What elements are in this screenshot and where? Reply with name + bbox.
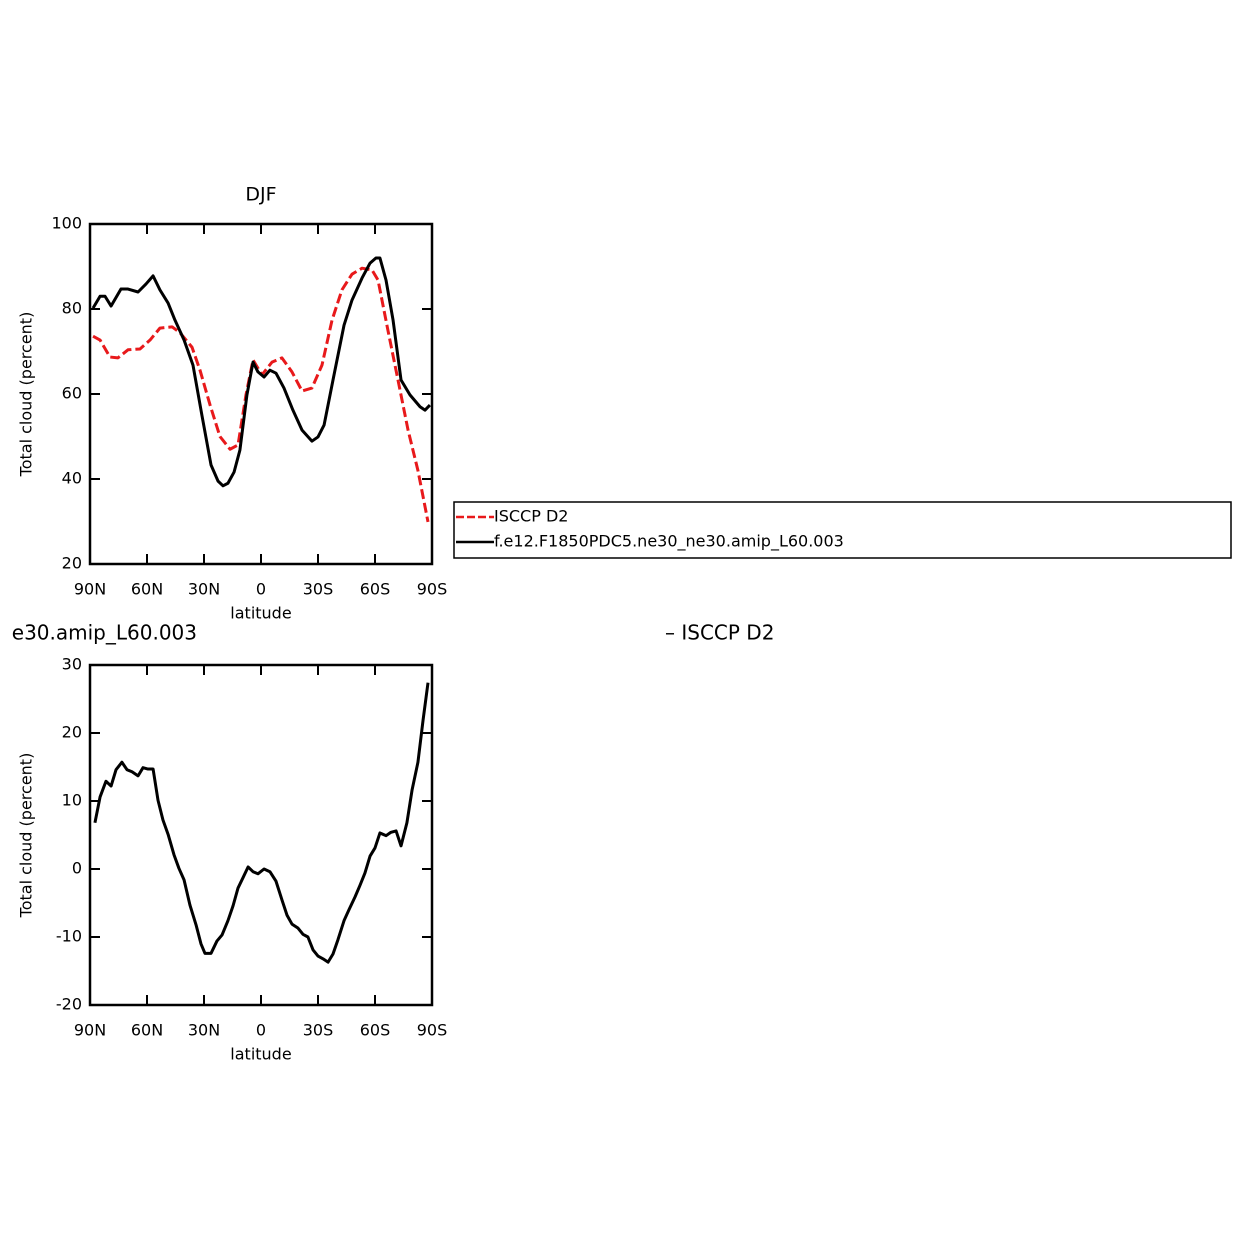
x-tick-label: 30N <box>188 580 220 599</box>
data-line <box>92 266 430 523</box>
x-axis-label: latitude <box>230 604 291 623</box>
x-tick-label: 90S <box>417 1021 448 1040</box>
x-tick-label: 30S <box>303 1021 334 1040</box>
y-tick-label: 10 <box>62 791 82 810</box>
x-tick-label: 30N <box>188 1021 220 1040</box>
x-tick-label: 60S <box>360 1021 391 1040</box>
y-tick-label: 100 <box>51 214 82 233</box>
y-axis-label: Total cloud (percent) <box>17 753 36 919</box>
x-tick-label: 90N <box>74 580 106 599</box>
y-tick-label: 20 <box>62 723 82 742</box>
y-tick-label: 20 <box>62 554 82 573</box>
x-tick-label: 90S <box>417 580 448 599</box>
x-axis-label: latitude <box>230 1045 291 1064</box>
x-tick-label: 0 <box>256 580 266 599</box>
chart-title: DJF <box>245 184 276 206</box>
y-tick-label: 80 <box>62 299 82 318</box>
plot-frame <box>88 222 434 566</box>
x-tick-label: 60S <box>360 580 391 599</box>
y-axis-label: Total cloud (percent) <box>17 312 36 478</box>
x-tick-label: 60N <box>131 580 163 599</box>
legend-label: ISCCP D2 <box>494 507 568 526</box>
x-tick-label: 90N <box>74 1021 106 1040</box>
data-line <box>93 682 430 964</box>
y-tick-label: 30 <box>62 655 82 674</box>
y-tick-label: 60 <box>62 384 82 403</box>
data-line <box>91 256 431 488</box>
chart-title: e30.amip_L60.003 <box>12 621 197 645</box>
x-tick-label: 30S <box>303 580 334 599</box>
legend-label: f.e12.F1850PDC5.ne30_ne30.amip_L60.003 <box>494 532 844 552</box>
y-tick-label: 40 <box>62 469 82 488</box>
legend-box <box>453 501 1232 559</box>
x-tick-label: 0 <box>256 1021 266 1040</box>
y-tick-label: -10 <box>56 927 82 946</box>
y-tick-label: -20 <box>56 995 82 1014</box>
x-tick-label: 60N <box>131 1021 163 1040</box>
chart-title-right: – ISCCP D2 <box>665 621 774 645</box>
y-tick-label: 0 <box>72 859 82 878</box>
